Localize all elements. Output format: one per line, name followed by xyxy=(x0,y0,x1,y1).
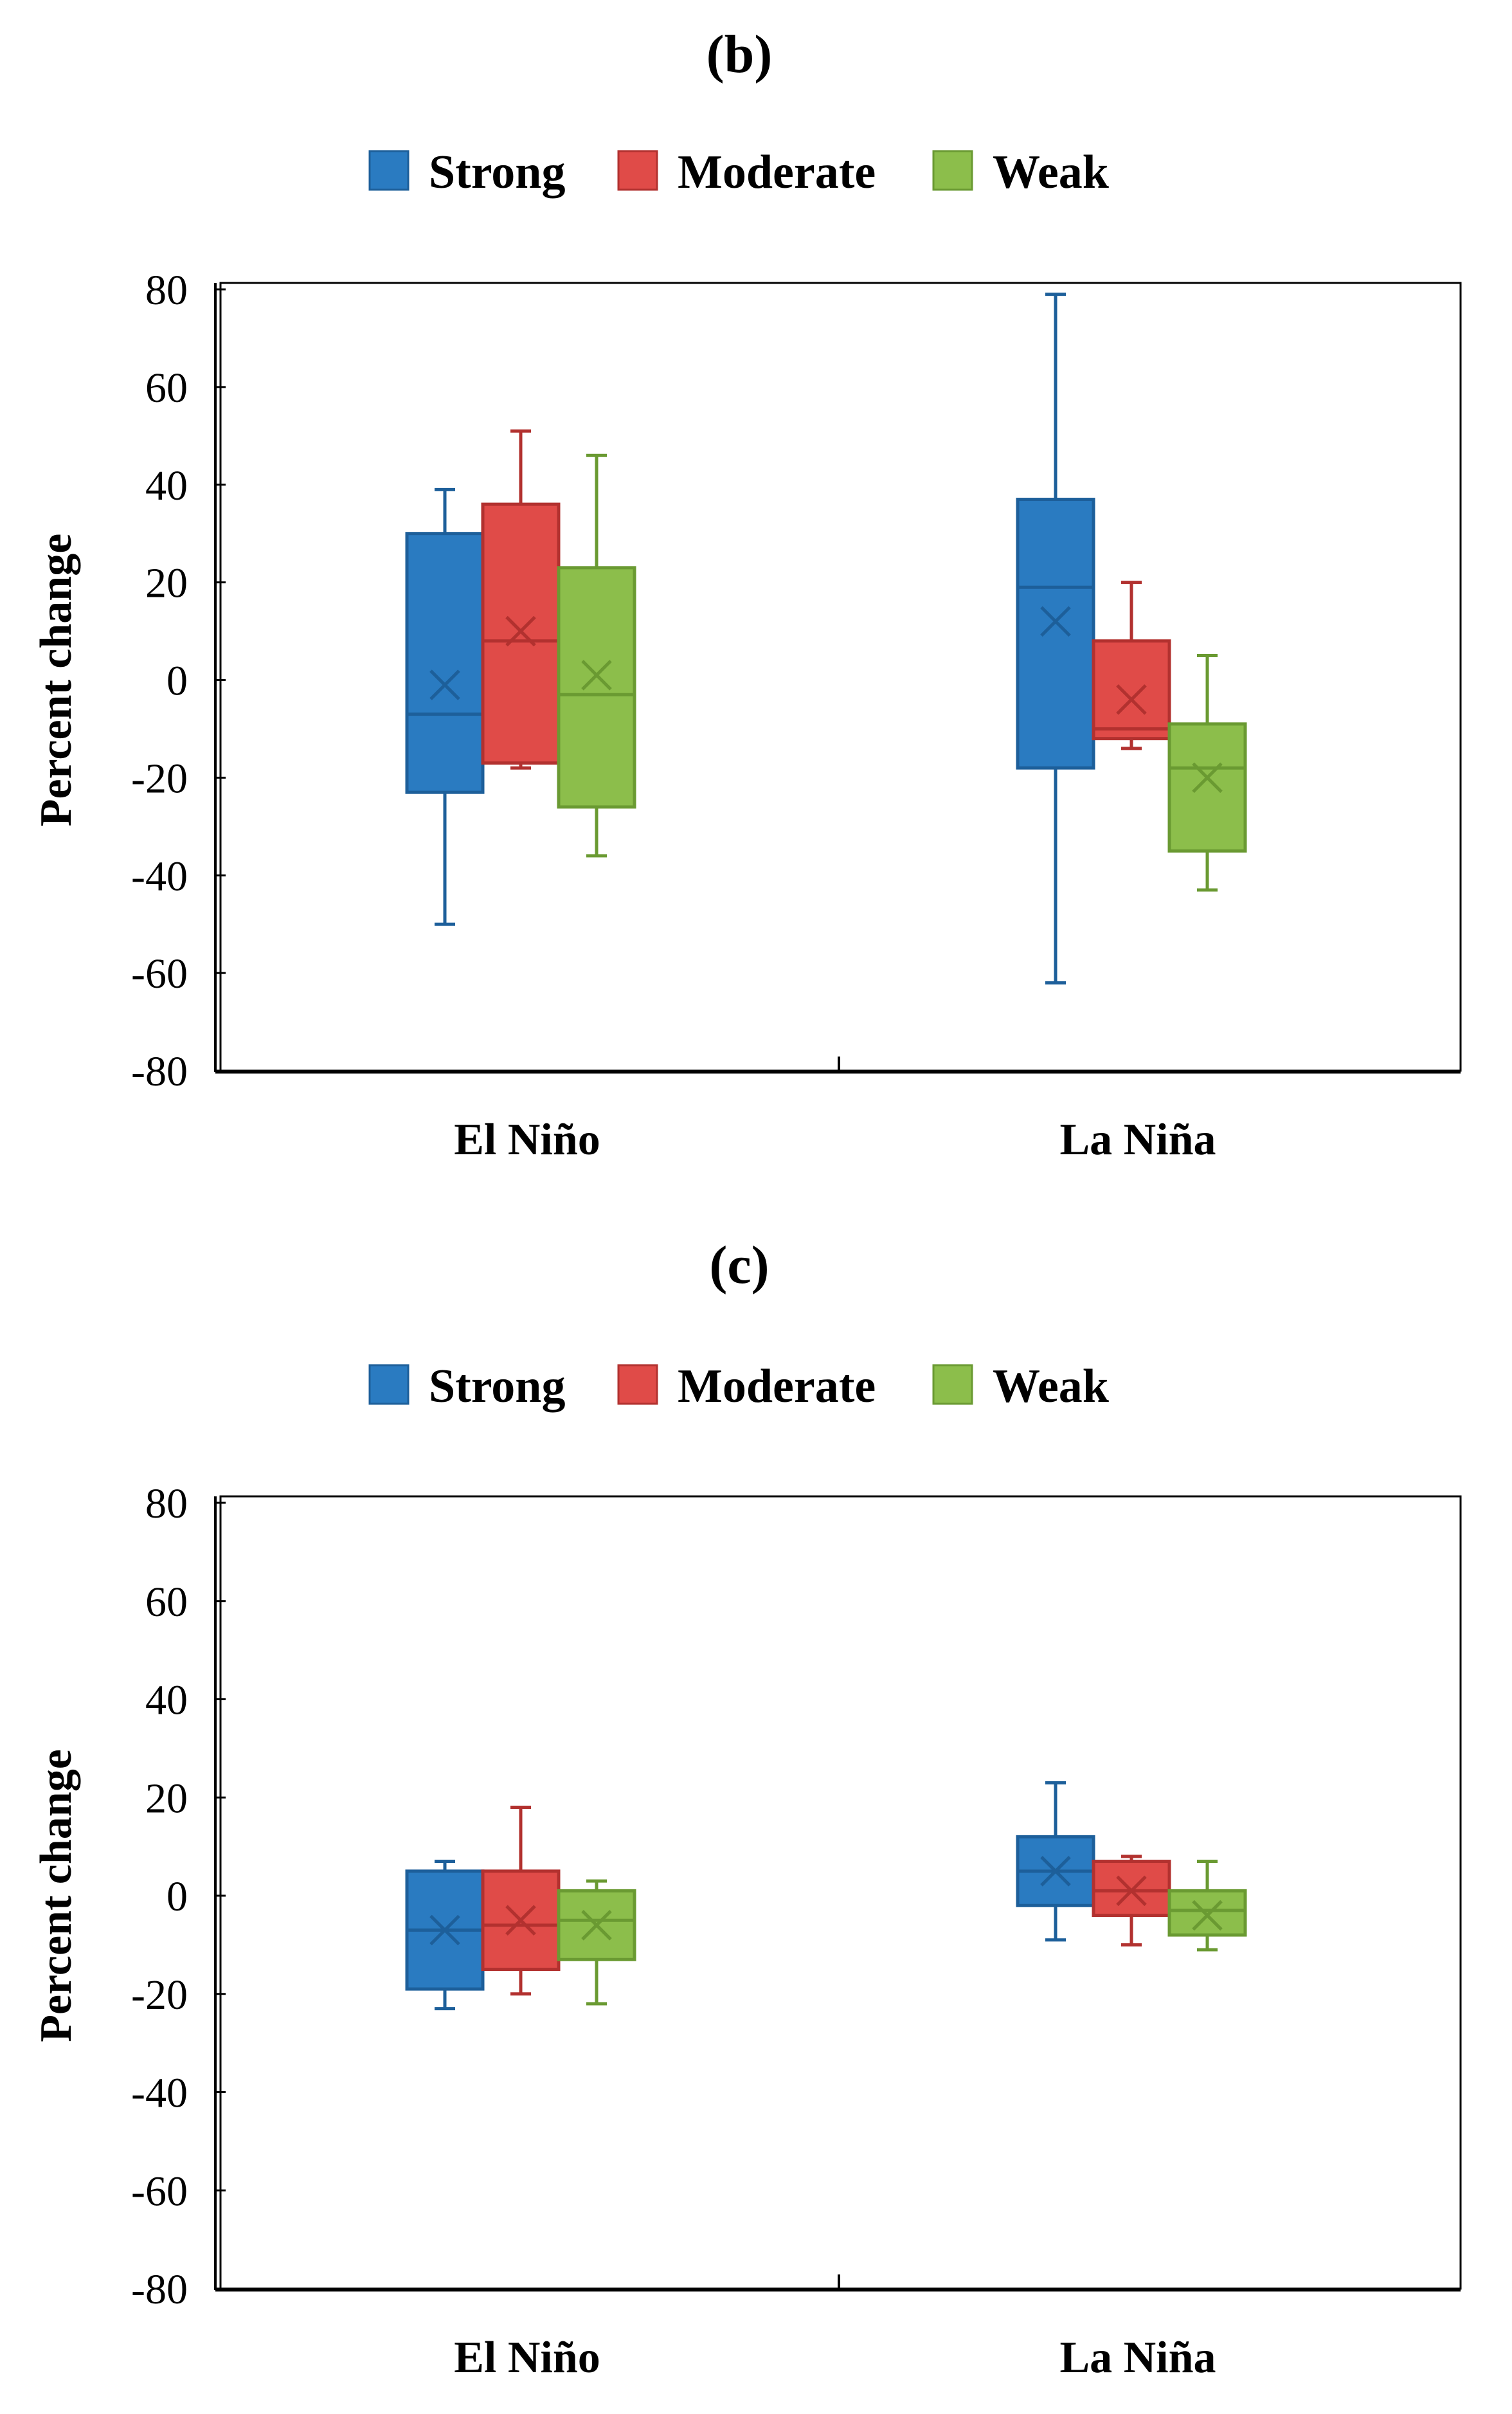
legend-label-moderate: Moderate xyxy=(678,1360,876,1413)
category-label: El Niño xyxy=(454,1115,600,1165)
mean-marker xyxy=(1040,606,1071,637)
legend-swatch-weak xyxy=(932,150,973,191)
mean-marker xyxy=(429,1914,460,1946)
y-tick-label: 40 xyxy=(145,462,188,509)
mean-marker xyxy=(581,1910,612,1941)
legend-swatch-moderate xyxy=(617,150,658,191)
mean-marker xyxy=(429,669,460,700)
box-weak-la-nina xyxy=(1167,1860,1247,1952)
box-iqr xyxy=(1167,1889,1247,1937)
y-tick-label: -20 xyxy=(131,755,188,802)
mean-marker xyxy=(1040,1856,1071,1887)
category-label: La Niña xyxy=(1059,1115,1216,1165)
panel-title: (b) xyxy=(706,24,773,84)
y-tick-label: -40 xyxy=(131,853,188,900)
y-axis-label: Percent change xyxy=(32,1749,81,2042)
mean-marker xyxy=(1192,1900,1223,1931)
legend-swatch-strong xyxy=(368,1364,410,1405)
box-iqr xyxy=(1092,1860,1171,1918)
legend-label-moderate: Moderate xyxy=(678,146,876,199)
mean-marker xyxy=(505,615,536,647)
mean-marker xyxy=(1116,684,1147,715)
y-tick-label: 20 xyxy=(145,560,188,607)
y-tick-label: 60 xyxy=(145,1579,188,1626)
legend-swatch-moderate xyxy=(617,1364,658,1405)
box-moderate-el-nino xyxy=(481,1806,561,1996)
y-tick-label: 40 xyxy=(145,1677,188,1724)
legend-label-weak: Weak xyxy=(993,146,1110,199)
y-tick-label: -60 xyxy=(131,2168,188,2215)
y-tick-label: -80 xyxy=(131,2266,188,2313)
legend-swatch-weak xyxy=(932,1364,973,1405)
legend-swatch-strong xyxy=(368,150,410,191)
box-iqr xyxy=(1016,498,1095,770)
box-strong-el-nino xyxy=(405,487,485,926)
y-tick-label: -80 xyxy=(131,1048,188,1095)
box-iqr xyxy=(1167,722,1247,853)
y-tick-label: 80 xyxy=(145,267,188,314)
mean-marker xyxy=(1116,1875,1147,1907)
chart-panel-c: (c) Strong Moderate Weak 80 60 40 20 0 -20 -40 -60 -… xyxy=(32,1235,1462,2382)
legend-label-strong: Strong xyxy=(429,1360,565,1413)
y-tick-label: -40 xyxy=(131,2070,188,2117)
panel-title: (c) xyxy=(709,1235,769,1295)
y-tick-label: 60 xyxy=(145,365,188,412)
chart-panel-b: (b) Strong Moderate Weak 80 60 40 20 0 -20 -40 -60 -… xyxy=(32,24,1462,1165)
box-weak-el-nino xyxy=(557,1879,636,2006)
box-iqr xyxy=(405,532,485,794)
category-label: El Niño xyxy=(454,2333,600,2382)
box-moderate-la-nina xyxy=(1092,1855,1171,1947)
box-moderate-el-nino xyxy=(481,429,561,770)
box-iqr xyxy=(1092,639,1171,741)
y-tick-label: 80 xyxy=(145,1480,188,1527)
y-axis-label: Percent change xyxy=(32,534,81,827)
mean-marker xyxy=(581,660,612,691)
y-tick-label: 0 xyxy=(166,658,188,705)
y-tick-label: -20 xyxy=(131,1972,188,2019)
legend-label-weak: Weak xyxy=(993,1360,1110,1413)
box-strong-la-nina xyxy=(1016,1781,1095,1942)
mean-marker xyxy=(505,1905,536,1936)
y-tick-label: 0 xyxy=(166,1873,188,1920)
legend: Strong Moderate Weak xyxy=(368,146,1110,199)
box-iqr xyxy=(557,566,636,809)
box-strong-la-nina xyxy=(1016,293,1095,985)
box-moderate-la-nina xyxy=(1092,581,1171,750)
y-tick-label: 20 xyxy=(145,1775,188,1822)
category-label: La Niña xyxy=(1059,2333,1216,2382)
box-weak-la-nina xyxy=(1167,654,1247,892)
box-weak-el-nino xyxy=(557,453,636,858)
mean-marker xyxy=(1192,762,1223,794)
y-tick-label: -60 xyxy=(131,950,188,997)
legend-label-strong: Strong xyxy=(429,146,565,199)
box-strong-el-nino xyxy=(405,1860,485,2011)
legend: Strong Moderate Weak xyxy=(368,1360,1110,1413)
box-iqr xyxy=(481,502,561,765)
